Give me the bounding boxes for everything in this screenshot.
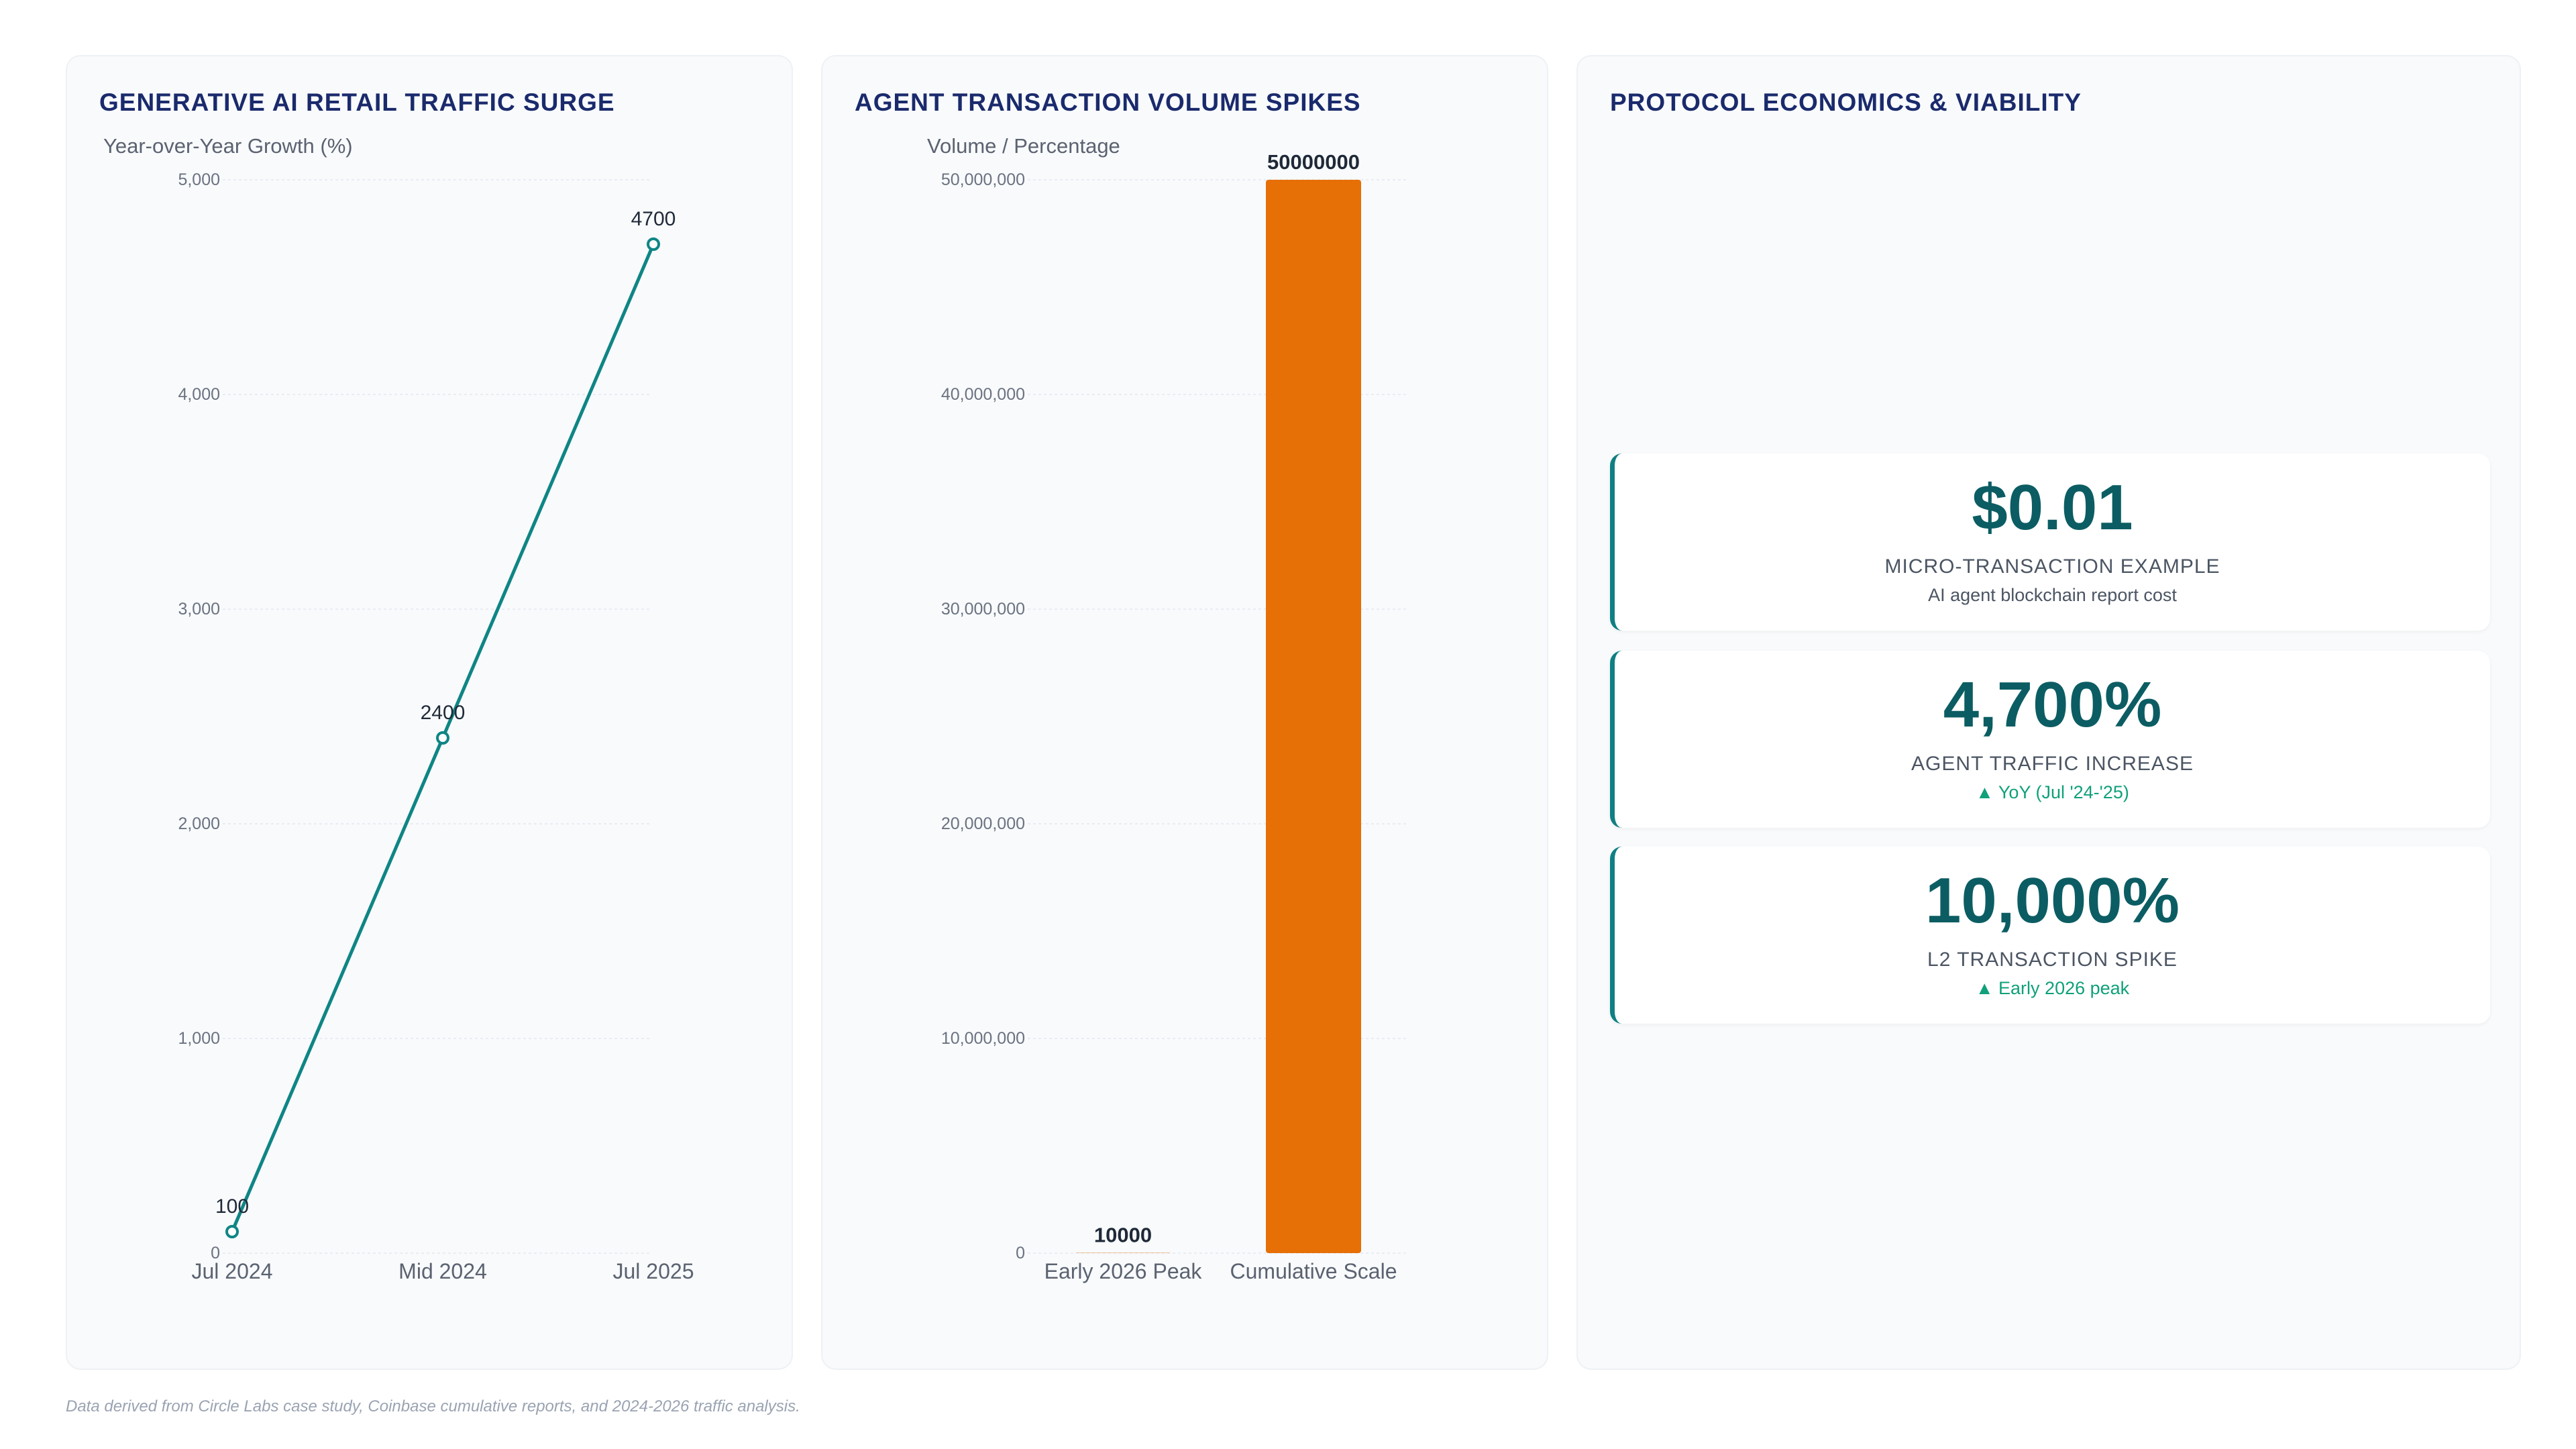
- economics-panel: PROTOCOL ECONOMICS & VIABILITY $0.01 MIC…: [1576, 55, 2521, 1370]
- volume-chart-panel: AGENT TRANSACTION VOLUME SPIKES Volume /…: [821, 55, 1548, 1370]
- traffic-chart-title: GENERATIVE AI RETAIL TRAFFIC SURGE: [99, 89, 615, 116]
- kpi-label: L2 TRANSACTION SPIKE: [1927, 949, 2178, 971]
- kpi-label: AGENT TRAFFIC INCREASE: [1911, 753, 2194, 775]
- data-point: [647, 237, 660, 251]
- data-label: 10000: [1094, 1224, 1152, 1247]
- x-tick-label: Cumulative Scale: [1230, 1259, 1397, 1283]
- y-tick-label: 0: [1016, 1244, 1025, 1263]
- kpi-card-agent-traffic: 4,700% AGENT TRAFFIC INCREASE ▲ YoY (Jul…: [1610, 651, 2490, 828]
- data-label: 100: [215, 1195, 249, 1218]
- kpi-trend: ▲ Early 2026 peak: [1975, 978, 2130, 998]
- y-tick-label: 3,000: [178, 600, 220, 619]
- y-tick-label: 1,000: [178, 1029, 220, 1048]
- y-tick-label: 0: [211, 1244, 220, 1263]
- traffic-chart-panel: GENERATIVE AI RETAIL TRAFFIC SURGE Year-…: [66, 55, 793, 1370]
- y-tick-label: 2,000: [178, 814, 220, 833]
- kpi-card-l2-spike: 10,000% L2 TRANSACTION SPIKE ▲ Early 202…: [1610, 847, 2490, 1024]
- x-tick-label: Jul 2024: [192, 1259, 273, 1283]
- volume-chart-title: AGENT TRANSACTION VOLUME SPIKES: [855, 89, 1361, 116]
- kpi-value: 10,000%: [1925, 865, 2180, 936]
- traffic-line-chart: Year-over-Year Growth (%) 0 1,000 2,000 3,00…: [103, 134, 694, 1283]
- kpi-card-micro-transaction: $0.01 MICRO-TRANSACTION EXAMPLE AI agent…: [1610, 453, 2490, 631]
- x-tick-label: Mid 2024: [398, 1259, 487, 1283]
- kpi-label: MICRO-TRANSACTION EXAMPLE: [1884, 555, 2220, 578]
- kpi-value: $0.01: [1972, 472, 2133, 543]
- x-tick-label: Jul 2025: [613, 1259, 694, 1283]
- kpi-trend: ▲ YoY (Jul '24-'25): [1976, 782, 2129, 802]
- kpi-value: 4,700%: [1943, 669, 2162, 741]
- y-tick-label: 5,000: [178, 170, 220, 189]
- y-axis-title: Volume / Percentage: [927, 134, 1120, 158]
- data-label: 2400: [421, 702, 466, 724]
- data-label: 50000000: [1267, 150, 1360, 174]
- bar: [1266, 180, 1361, 1253]
- y-tick-label: 40,000,000: [941, 385, 1025, 404]
- y-tick-label: 4,000: [178, 385, 220, 404]
- volume-bar-chart: Volume / Percentage 0 10,000,000 20,000,000…: [927, 134, 1407, 1283]
- data-point: [436, 731, 449, 745]
- y-axis-title: Year-over-Year Growth (%): [103, 134, 353, 158]
- kpi-subtext: AI agent blockchain report cost: [1928, 585, 2177, 605]
- data-point: [225, 1225, 239, 1238]
- y-tick-label: 50,000,000: [941, 170, 1025, 189]
- data-label: 4700: [631, 208, 676, 230]
- economics-title: PROTOCOL ECONOMICS & VIABILITY: [1610, 89, 2082, 116]
- y-tick-label: 20,000,000: [941, 814, 1025, 833]
- y-tick-label: 10,000,000: [941, 1029, 1025, 1048]
- x-tick-label: Early 2026 Peak: [1044, 1259, 1203, 1283]
- y-tick-label: 30,000,000: [941, 600, 1025, 619]
- source-footnote: Data derived from Circle Labs case study…: [66, 1397, 800, 1415]
